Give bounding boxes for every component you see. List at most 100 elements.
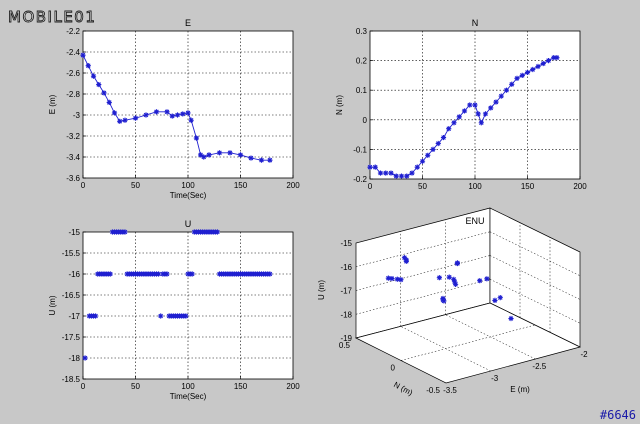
e-tick-label: -2.5 — [532, 362, 546, 371]
logo-wordmark: MOBILE01 — [8, 8, 96, 26]
data-point — [493, 99, 499, 105]
y-tick-label: -15 — [68, 228, 80, 237]
ticks-u: 0 50 100 150 200 -18.5 -18 -17.5 -17 -16.5 -16 -15.… — [62, 228, 300, 391]
data-point — [164, 109, 170, 115]
data-point — [440, 134, 447, 141]
subplot-n: 0 50 100 150 200 -0.2 -0.1 0 0.1 0.2 0.3 N N (m) — [335, 18, 587, 191]
data-point — [122, 117, 128, 123]
y-tick-label: -17.5 — [62, 333, 81, 342]
data-point — [156, 271, 162, 277]
u-tick-label: -15 — [340, 239, 352, 248]
y-tick-label: -2.8 — [66, 90, 80, 99]
subplot-e: 0 50 100 150 200 -3.6 -3.4 -3.2 -3 -2.8 -2.6 -2.4 -2… — [48, 18, 300, 200]
data-point — [519, 72, 525, 78]
data-point — [452, 279, 458, 285]
y-tick-label: -3.6 — [66, 174, 80, 183]
data-point — [492, 297, 498, 304]
data-point — [478, 120, 484, 126]
x-tick-label: 100 — [181, 382, 195, 391]
data-point — [183, 313, 189, 319]
y-tick-label: -0.1 — [353, 145, 367, 154]
data-point — [385, 275, 391, 281]
data-point — [484, 276, 490, 282]
data-point — [143, 112, 149, 118]
x-tick-label: 150 — [234, 382, 248, 391]
x-tick-label: 200 — [573, 182, 587, 191]
data-point — [214, 229, 220, 235]
data-point — [461, 108, 468, 114]
y-tick-label: -3.2 — [66, 132, 80, 141]
data-point — [394, 276, 400, 282]
data-point — [425, 152, 431, 158]
data-point — [409, 170, 415, 176]
data-point — [498, 93, 504, 99]
data-point — [451, 276, 457, 282]
x-tick-label: 0 — [81, 382, 86, 391]
x-tick-label: 0 — [368, 182, 373, 191]
data-point — [398, 173, 405, 179]
series-u — [82, 229, 273, 361]
data-point — [189, 271, 195, 277]
x-tick-label: 200 — [286, 181, 300, 190]
data-point — [404, 173, 410, 179]
data-point — [452, 281, 459, 287]
data-point — [477, 278, 483, 284]
gridline-3d — [400, 324, 536, 361]
data-point — [188, 117, 194, 123]
u-tick-label: -17 — [340, 287, 352, 296]
data-point — [398, 277, 404, 283]
data-point — [524, 69, 531, 76]
data-point — [372, 164, 378, 170]
u-tick-label: -19 — [340, 334, 352, 343]
data-point — [85, 63, 91, 69]
data-point — [403, 257, 409, 263]
x-tick-label: 150 — [521, 182, 535, 191]
data-point — [475, 111, 481, 117]
x-tick-label: 100 — [181, 181, 195, 190]
data-point — [456, 114, 462, 120]
data-point — [80, 52, 86, 58]
y-tick-label: -16.5 — [62, 291, 81, 300]
mobile01-logo: MOBILE01 — [8, 8, 96, 27]
xlabel-enu: E (m) — [510, 385, 530, 394]
y-tick-label: -0.2 — [353, 175, 367, 184]
data-point — [383, 170, 389, 176]
ylabel-u: U (m) — [48, 295, 57, 315]
data-point — [93, 313, 99, 319]
data-point — [174, 112, 181, 118]
data-point — [508, 315, 514, 322]
x-tick-label: 0 — [81, 181, 86, 190]
data-point — [117, 118, 123, 124]
data-point — [193, 135, 199, 141]
data-point — [551, 55, 557, 61]
data-point — [180, 111, 186, 117]
y-tick-label: 0.2 — [356, 57, 368, 66]
title-n: N — [472, 18, 479, 28]
y-tick-label: -18.5 — [62, 375, 81, 384]
data-point — [436, 275, 442, 281]
data-point — [367, 164, 373, 170]
gridline-3d — [489, 279, 581, 324]
e-tick-label: -3 — [491, 374, 499, 383]
data-point — [377, 170, 384, 176]
grid-n — [370, 31, 580, 179]
series-line — [82, 54, 270, 161]
data-point — [107, 271, 113, 277]
y-tick-label: -15.5 — [62, 249, 81, 258]
data-point — [467, 102, 473, 108]
y-tick-label: -3.4 — [66, 153, 80, 162]
y-tick-label: -2.2 — [66, 27, 80, 36]
y-tick-label: -2.4 — [66, 48, 80, 57]
y-tick-label: -17 — [68, 312, 80, 321]
data-point — [237, 152, 244, 158]
series-enu — [385, 255, 514, 322]
data-point — [545, 58, 552, 64]
data-point — [267, 157, 273, 163]
x-tick-label: 50 — [131, 382, 140, 391]
gridline-3d — [489, 231, 581, 276]
u-tick-label: -16 — [340, 263, 352, 272]
data-point — [393, 173, 399, 179]
x-tick-label: 100 — [468, 182, 482, 191]
title-u: U — [185, 219, 192, 229]
data-point — [497, 295, 503, 301]
